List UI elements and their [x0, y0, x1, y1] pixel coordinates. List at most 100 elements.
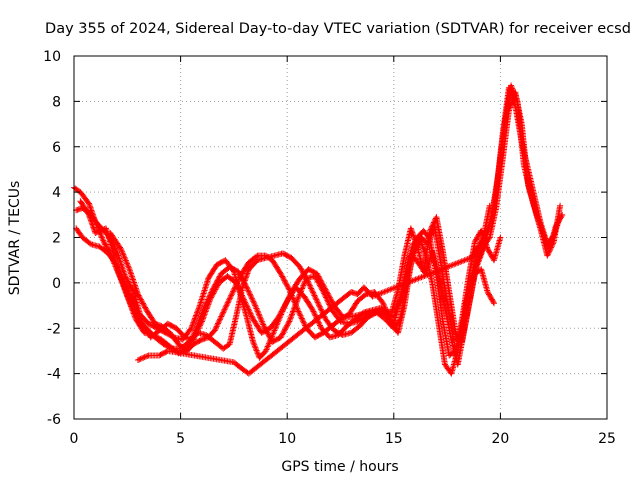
trail-marker [268, 334, 275, 341]
x-tick-label: 25 [598, 431, 616, 447]
trail-marker [323, 288, 330, 295]
trail-marker [553, 221, 560, 228]
trail-marker [299, 316, 306, 323]
trail-marker [280, 276, 287, 283]
trail-marker [281, 302, 288, 309]
y-tick-label: -2 [47, 321, 61, 337]
trail-marker [437, 266, 444, 273]
trail-marker [381, 288, 388, 295]
trail-marker [214, 321, 221, 328]
data-point [243, 284, 250, 291]
trail-marker [244, 285, 251, 292]
trail-marker [448, 262, 455, 269]
trail-marker [120, 267, 127, 274]
trail-marker [208, 289, 215, 296]
trail-marker [474, 233, 481, 240]
trail-marker [118, 247, 125, 254]
trail-marker [139, 300, 146, 307]
trail-marker [286, 288, 293, 295]
trail-marker [206, 292, 213, 299]
trail-marker [310, 291, 317, 298]
trail-marker [228, 292, 235, 299]
trail-marker [94, 228, 101, 235]
trail-marker [288, 291, 295, 298]
x-tick-label: 10 [278, 431, 296, 447]
trail-marker [213, 278, 220, 285]
trail-marker [257, 315, 264, 322]
trail-marker [192, 313, 199, 320]
trail-marker [100, 237, 107, 244]
trail-marker [485, 290, 492, 297]
data-point [557, 202, 564, 209]
trail-marker [326, 294, 333, 301]
trail-marker [408, 278, 415, 285]
chart-title: Day 355 of 2024, Sidereal Day-to-day VTE… [45, 21, 631, 37]
data-point [134, 357, 141, 364]
y-tick-label: 8 [52, 94, 61, 110]
trail-marker [281, 327, 288, 334]
trail-marker [130, 278, 137, 285]
trail-marker [201, 303, 208, 310]
trail-marker [123, 292, 130, 299]
trail-marker [554, 219, 561, 226]
trail-marker [289, 293, 296, 300]
trail-marker [189, 334, 196, 341]
x-tick-label: 15 [385, 431, 403, 447]
trail-marker [308, 285, 315, 292]
trail-marker [103, 244, 110, 251]
trail-marker [556, 216, 563, 223]
data-point [260, 322, 267, 329]
trail-marker [203, 300, 210, 307]
trail-marker [473, 236, 480, 243]
trail-marker [298, 266, 305, 273]
trail-marker [279, 273, 286, 280]
trail-marker [385, 287, 392, 294]
trail-marker [290, 308, 297, 315]
trail-marker [319, 281, 326, 288]
trail-marker [296, 311, 303, 318]
trail-marker [248, 295, 255, 302]
trail-marker [509, 86, 516, 93]
y-tick-label: 2 [52, 231, 61, 247]
trail-marker [297, 289, 304, 296]
trail-marker [194, 321, 201, 328]
trail-marker [479, 235, 486, 242]
trail-marker [127, 269, 134, 276]
trail-marker [292, 301, 299, 308]
trail-marker [405, 279, 412, 286]
trail-marker [298, 314, 305, 321]
trail-marker [308, 286, 315, 293]
trail-marker [125, 296, 132, 303]
trail-marker [233, 281, 240, 288]
trail-marker [415, 241, 422, 248]
trail-marker [380, 301, 387, 308]
trail-marker [198, 311, 205, 318]
trail-marker [283, 300, 290, 307]
trail-marker [402, 280, 409, 287]
trail-marker [314, 299, 321, 306]
trail-marker [136, 293, 143, 300]
x-tick-label: 5 [176, 431, 185, 447]
trail-marker [255, 311, 262, 318]
trail-marker [132, 314, 139, 321]
trail-marker [512, 94, 519, 101]
trail-marker [102, 241, 109, 248]
trail-marker [198, 310, 205, 317]
trail-marker [224, 299, 231, 306]
trail-marker [440, 265, 447, 272]
trail-marker [300, 319, 307, 326]
trail-marker [226, 296, 233, 303]
trail-marker [287, 314, 294, 321]
trail-marker [315, 273, 322, 280]
trail-marker [214, 320, 221, 327]
trail-marker [194, 323, 201, 330]
trail-marker [214, 277, 221, 284]
trail-marker [234, 280, 241, 287]
y-tick-labels: -6 -4 -2 0 2 4 6 8 10 [43, 49, 61, 428]
trail-marker [309, 305, 316, 312]
y-tick-label: 0 [52, 276, 61, 292]
data-point [412, 248, 419, 255]
trail-marker [195, 319, 202, 326]
trail-marker [425, 271, 432, 278]
